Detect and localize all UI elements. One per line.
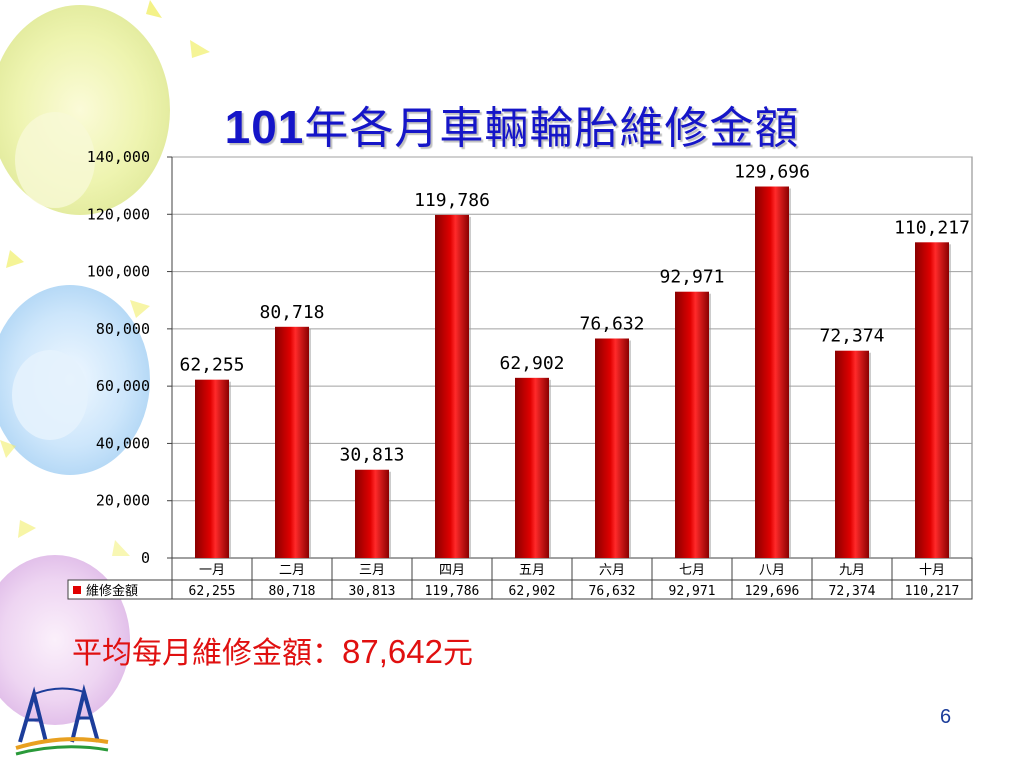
category-label: 八月 [759, 563, 785, 578]
bar-3 [355, 469, 389, 558]
summary-unit: 元 [442, 636, 473, 671]
data-label: 30,813 [339, 445, 404, 466]
data-label: 72,374 [819, 326, 884, 347]
bar-2 [275, 326, 309, 558]
y-tick-label: 100,000 [87, 263, 150, 281]
average-summary: 平均每月維修金額：87,642元 [72, 628, 473, 672]
logo-icon [15, 684, 109, 756]
table-cell-value: 129,696 [745, 584, 800, 599]
legend-label: 維修金額 [86, 583, 138, 599]
summary-label: 平均每月維修金額： [72, 636, 342, 671]
category-label: 三月 [359, 563, 385, 578]
data-label: 76,632 [579, 314, 644, 335]
slide-title: 101年各月車輛輪胎維修金額 [0, 92, 1024, 156]
data-label: 129,696 [734, 162, 810, 183]
y-tick-label: 80,000 [96, 320, 150, 338]
summary-value: 87,642 [342, 633, 443, 670]
data-label: 62,902 [499, 353, 564, 374]
category-label: 一月 [199, 563, 225, 578]
bar-9 [835, 350, 869, 558]
bar-1 [195, 379, 229, 558]
table-cell-value: 110,217 [905, 584, 960, 599]
bar-7 [675, 291, 709, 558]
bar-8 [755, 186, 789, 558]
category-label: 六月 [599, 563, 625, 578]
data-label: 110,217 [894, 217, 970, 238]
bar-10 [915, 242, 949, 559]
bar-4 [435, 214, 469, 558]
y-tick-label: 20,000 [96, 492, 150, 510]
y-tick-label: 120,000 [87, 205, 150, 223]
title-text: 年各月車輛輪胎維修金額 [304, 103, 800, 154]
table-cell-value: 92,971 [669, 584, 716, 599]
y-tick-label: 40,000 [96, 434, 150, 452]
category-label: 十月 [919, 563, 945, 578]
title-number: 101 [224, 101, 305, 153]
data-label: 119,786 [414, 190, 490, 211]
data-label: 80,718 [259, 302, 324, 323]
table-cell-value: 80,718 [269, 584, 316, 599]
data-label: 62,255 [179, 355, 244, 376]
table-cell-value: 30,813 [349, 584, 396, 599]
category-label: 二月 [279, 563, 305, 578]
category-label: 九月 [839, 563, 865, 578]
table-cell-value: 72,374 [829, 584, 876, 599]
data-label: 92,971 [659, 267, 724, 288]
page-number: 6 [940, 706, 952, 728]
category-label: 四月 [439, 563, 465, 578]
bar-6 [595, 338, 629, 558]
category-label: 五月 [519, 563, 545, 578]
y-tick-label: 60,000 [96, 377, 150, 395]
bar-5 [515, 377, 549, 558]
table-cell-value: 62,255 [189, 584, 236, 599]
table-cell-value: 76,632 [589, 584, 636, 599]
table-cell-value: 62,902 [509, 584, 556, 599]
table-cell-value: 119,786 [425, 584, 480, 599]
y-tick-label: 140,000 [87, 148, 150, 166]
category-label: 七月 [679, 563, 705, 578]
y-tick-label: 0 [141, 549, 150, 567]
legend-swatch [73, 586, 81, 594]
